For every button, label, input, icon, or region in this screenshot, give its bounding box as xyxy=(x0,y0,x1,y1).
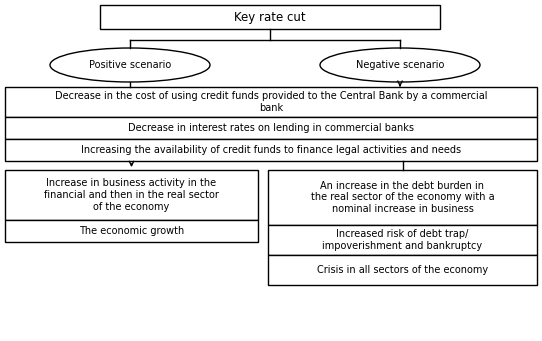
Text: Crisis in all sectors of the economy: Crisis in all sectors of the economy xyxy=(317,265,488,275)
Text: Key rate cut: Key rate cut xyxy=(234,11,306,24)
Bar xyxy=(5,220,258,242)
Text: An increase in the debt burden in
the real sector of the economy with a
nominal : An increase in the debt burden in the re… xyxy=(311,181,494,214)
Bar xyxy=(268,170,537,225)
Text: Decrease in interest rates on lending in commercial banks: Decrease in interest rates on lending in… xyxy=(128,123,414,133)
Text: Increasing the availability of credit funds to finance legal activities and need: Increasing the availability of credit fu… xyxy=(81,145,461,155)
Bar xyxy=(268,225,537,255)
Text: Decrease in the cost of using credit funds provided to the Central Bank by a com: Decrease in the cost of using credit fun… xyxy=(55,91,487,113)
Ellipse shape xyxy=(50,48,210,82)
Ellipse shape xyxy=(320,48,480,82)
Bar xyxy=(5,139,537,161)
Text: Negative scenario: Negative scenario xyxy=(356,60,444,70)
Text: The economic growth: The economic growth xyxy=(79,226,184,236)
Bar xyxy=(5,117,537,139)
Text: Increase in business activity in the
financial and then in the real sector
of th: Increase in business activity in the fin… xyxy=(44,178,219,212)
Bar xyxy=(100,5,440,29)
Text: Positive scenario: Positive scenario xyxy=(89,60,171,70)
Bar xyxy=(5,87,537,117)
Bar xyxy=(268,255,537,285)
Text: Increased risk of debt trap/
impoverishment and bankruptcy: Increased risk of debt trap/ impoverishm… xyxy=(322,229,482,251)
Bar xyxy=(5,170,258,220)
